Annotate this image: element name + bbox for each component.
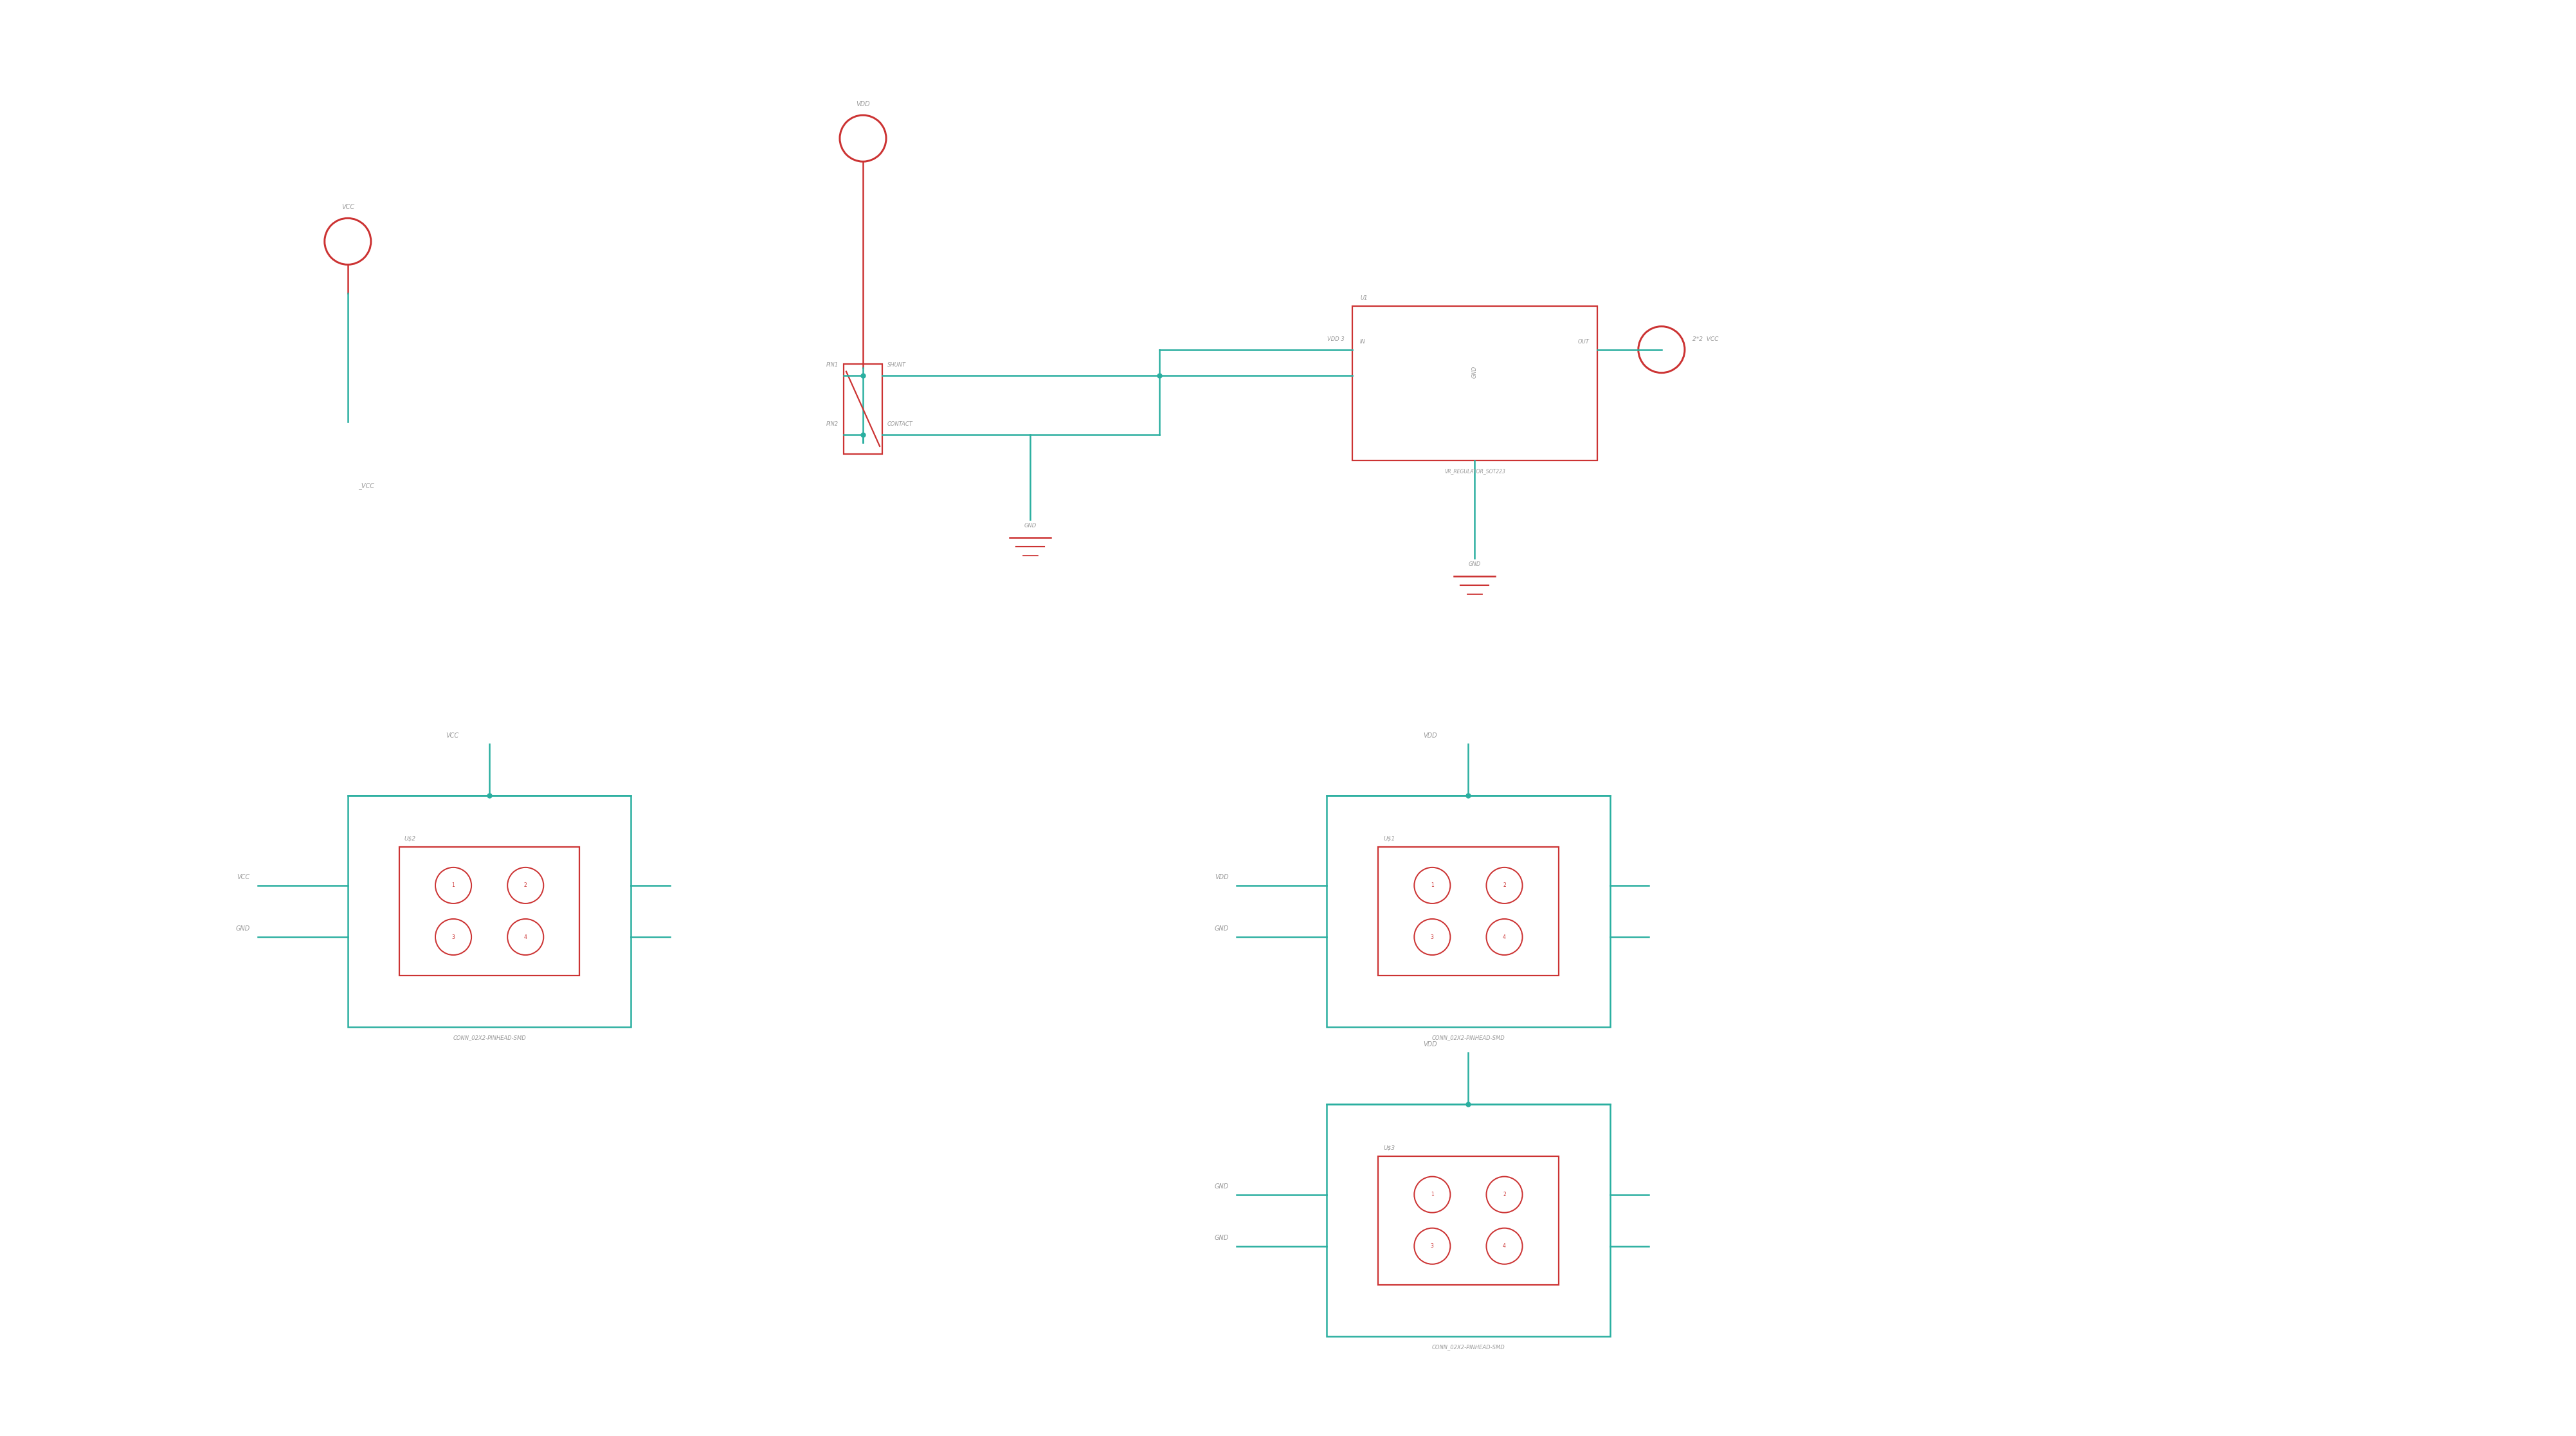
- Text: VDD: VDD: [855, 101, 871, 108]
- Text: GND: GND: [1471, 366, 1479, 378]
- Text: VR_REGULATOR_SOT223: VR_REGULATOR_SOT223: [1445, 468, 1504, 474]
- Text: GND: GND: [1025, 523, 1036, 528]
- Text: 2: 2: [1502, 883, 1507, 889]
- Text: _VCC: _VCC: [358, 482, 374, 490]
- Text: OUT: OUT: [1579, 339, 1589, 345]
- Bar: [1352, 306, 1597, 461]
- Text: GND: GND: [1468, 561, 1481, 567]
- Bar: [845, 363, 881, 454]
- Text: GND: GND: [1213, 1235, 1229, 1241]
- Text: PIN2: PIN2: [827, 421, 837, 426]
- Text: 3: 3: [451, 933, 456, 941]
- Text: 3: 3: [1430, 933, 1435, 941]
- Text: 3: 3: [1430, 1244, 1435, 1249]
- Text: 2: 2: [1502, 1192, 1507, 1198]
- Text: U$1: U$1: [1383, 836, 1396, 841]
- Bar: [1378, 847, 1558, 975]
- Text: 2*2  VCC: 2*2 VCC: [1692, 336, 1718, 342]
- Text: U$3: U$3: [1383, 1144, 1396, 1150]
- Text: PIN1: PIN1: [827, 362, 837, 368]
- Text: GND: GND: [234, 925, 250, 932]
- Text: CONTACT: CONTACT: [886, 421, 912, 426]
- Text: GND: GND: [1213, 925, 1229, 932]
- Text: GND: GND: [1213, 1183, 1229, 1189]
- Text: 4: 4: [1502, 1244, 1507, 1249]
- Bar: [1327, 1104, 1610, 1337]
- Text: VCC: VCC: [446, 732, 459, 738]
- Text: U$2: U$2: [404, 836, 417, 841]
- Text: CONN_02X2-PINHEAD-SMD: CONN_02X2-PINHEAD-SMD: [1432, 1035, 1504, 1041]
- Text: SHUNT: SHUNT: [886, 362, 907, 368]
- Text: VDD: VDD: [1425, 1041, 1437, 1048]
- Text: 2: 2: [523, 883, 528, 889]
- Text: U1: U1: [1360, 294, 1368, 300]
- Text: 1: 1: [451, 883, 456, 889]
- Text: 4: 4: [1502, 933, 1507, 941]
- Text: 4: 4: [523, 933, 528, 941]
- Bar: [1327, 796, 1610, 1027]
- Text: VCC: VCC: [340, 204, 355, 211]
- Text: VDD: VDD: [1425, 732, 1437, 738]
- Bar: [348, 796, 631, 1027]
- Text: VDD 3: VDD 3: [1327, 336, 1345, 342]
- Bar: [1378, 1156, 1558, 1285]
- Text: VDD: VDD: [1216, 875, 1229, 880]
- Bar: [399, 847, 580, 975]
- Text: 1: 1: [1430, 883, 1435, 889]
- Text: CONN_02X2-PINHEAD-SMD: CONN_02X2-PINHEAD-SMD: [1432, 1344, 1504, 1350]
- Text: VCC: VCC: [237, 875, 250, 880]
- Text: CONN_02X2-PINHEAD-SMD: CONN_02X2-PINHEAD-SMD: [453, 1035, 526, 1041]
- Text: IN: IN: [1360, 339, 1365, 345]
- Text: 1: 1: [1430, 1192, 1435, 1198]
